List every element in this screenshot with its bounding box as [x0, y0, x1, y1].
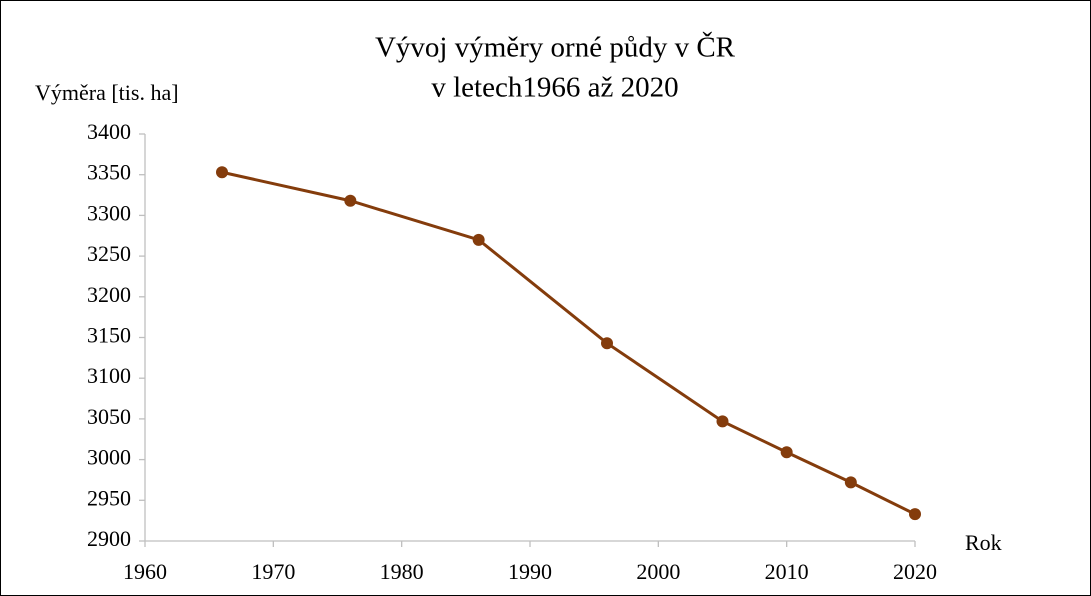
data-point: [844, 476, 857, 489]
x-tick-label: 1990: [508, 559, 552, 584]
y-tick-label: 3300: [87, 200, 131, 225]
y-tick-label: 2950: [87, 485, 131, 510]
data-point: [344, 194, 357, 207]
data-line: [221, 170, 916, 516]
x-tick-label: 1980: [380, 559, 424, 584]
data-point: [601, 337, 613, 350]
x-tick-label: 2000: [636, 559, 680, 584]
x-tick-label: 1960: [123, 559, 167, 584]
chart-subtitle: v letech1966 až 2020: [431, 72, 678, 104]
y-tick-label: 3400: [87, 119, 131, 144]
data-point: [216, 166, 228, 179]
y-tick-label: 3350: [87, 160, 131, 185]
chart-title: Vývoj výměry orné půdy v ČR: [375, 31, 736, 64]
x-tick-label: 2020: [893, 559, 937, 584]
y-tick-label: 3250: [87, 241, 131, 266]
y-tick-label: 3000: [87, 445, 131, 470]
data-point: [909, 508, 921, 521]
data-point: [780, 446, 793, 459]
x-tick-label: 1970: [251, 559, 295, 584]
x-axis-label: Rok: [965, 530, 1002, 555]
y-tick-label: 3150: [87, 323, 131, 348]
x-tick-label: 2010: [765, 559, 809, 584]
y-tick-label: 2900: [87, 526, 131, 551]
y-tick-label: 3050: [87, 404, 131, 429]
data-point: [472, 233, 485, 246]
y-tick-label: 3200: [87, 282, 131, 307]
data-point: [716, 415, 729, 428]
y-tick-label: 3100: [87, 363, 131, 388]
y-axis-label: Výměra [tis. ha]: [35, 80, 179, 105]
